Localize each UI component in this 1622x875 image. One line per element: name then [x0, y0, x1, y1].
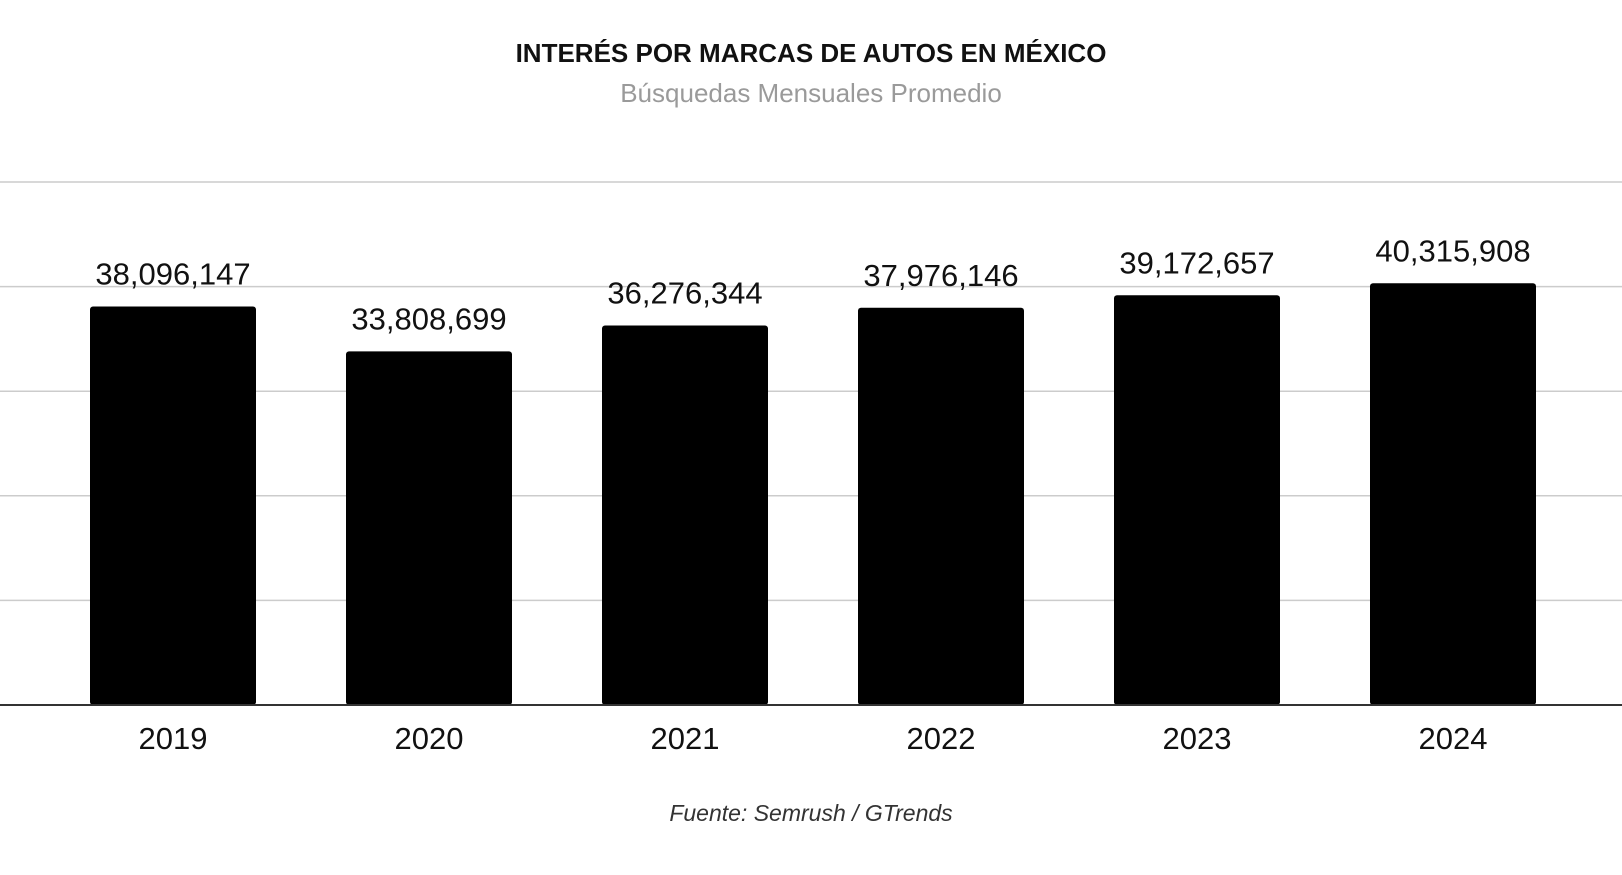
data-label-2024: 40,315,908	[1375, 233, 1530, 268]
data-label-2022: 37,976,146	[863, 258, 1018, 293]
chart-source-note: Fuente: Semrush / GTrends	[669, 800, 953, 826]
bars	[90, 283, 1536, 705]
data-label-2021: 36,276,344	[607, 276, 762, 311]
x-tick-label-2023: 2023	[1163, 721, 1232, 756]
bar-2021	[602, 325, 768, 705]
bar-2020	[346, 351, 512, 705]
bar-2023	[1114, 295, 1280, 705]
bar-2022	[858, 307, 1024, 705]
x-tick-label-2022: 2022	[907, 721, 976, 756]
bar-2024	[1370, 283, 1536, 705]
x-tick-label-2024: 2024	[1419, 721, 1488, 756]
data-label-2020: 33,808,699	[351, 301, 506, 336]
chart-title: INTERÉS POR MARCAS DE AUTOS EN MÉXICO	[515, 38, 1107, 68]
data-labels: 38,096,147 33,808,699 36,276,344 37,976,146…	[95, 233, 1530, 336]
x-tick-label-2020: 2020	[395, 721, 464, 756]
chart-subtitle: Búsquedas Mensuales Promedio	[620, 78, 1002, 108]
x-tick-label-2019: 2019	[139, 721, 208, 756]
x-tick-label-2021: 2021	[651, 721, 720, 756]
data-label-2023: 39,172,657	[1119, 245, 1274, 280]
x-tick-labels: 2019 2020 2021 2022 2023 2024	[139, 721, 1488, 756]
bar-2019	[90, 306, 256, 705]
data-label-2019: 38,096,147	[95, 257, 250, 292]
gridlines	[0, 181, 1622, 602]
